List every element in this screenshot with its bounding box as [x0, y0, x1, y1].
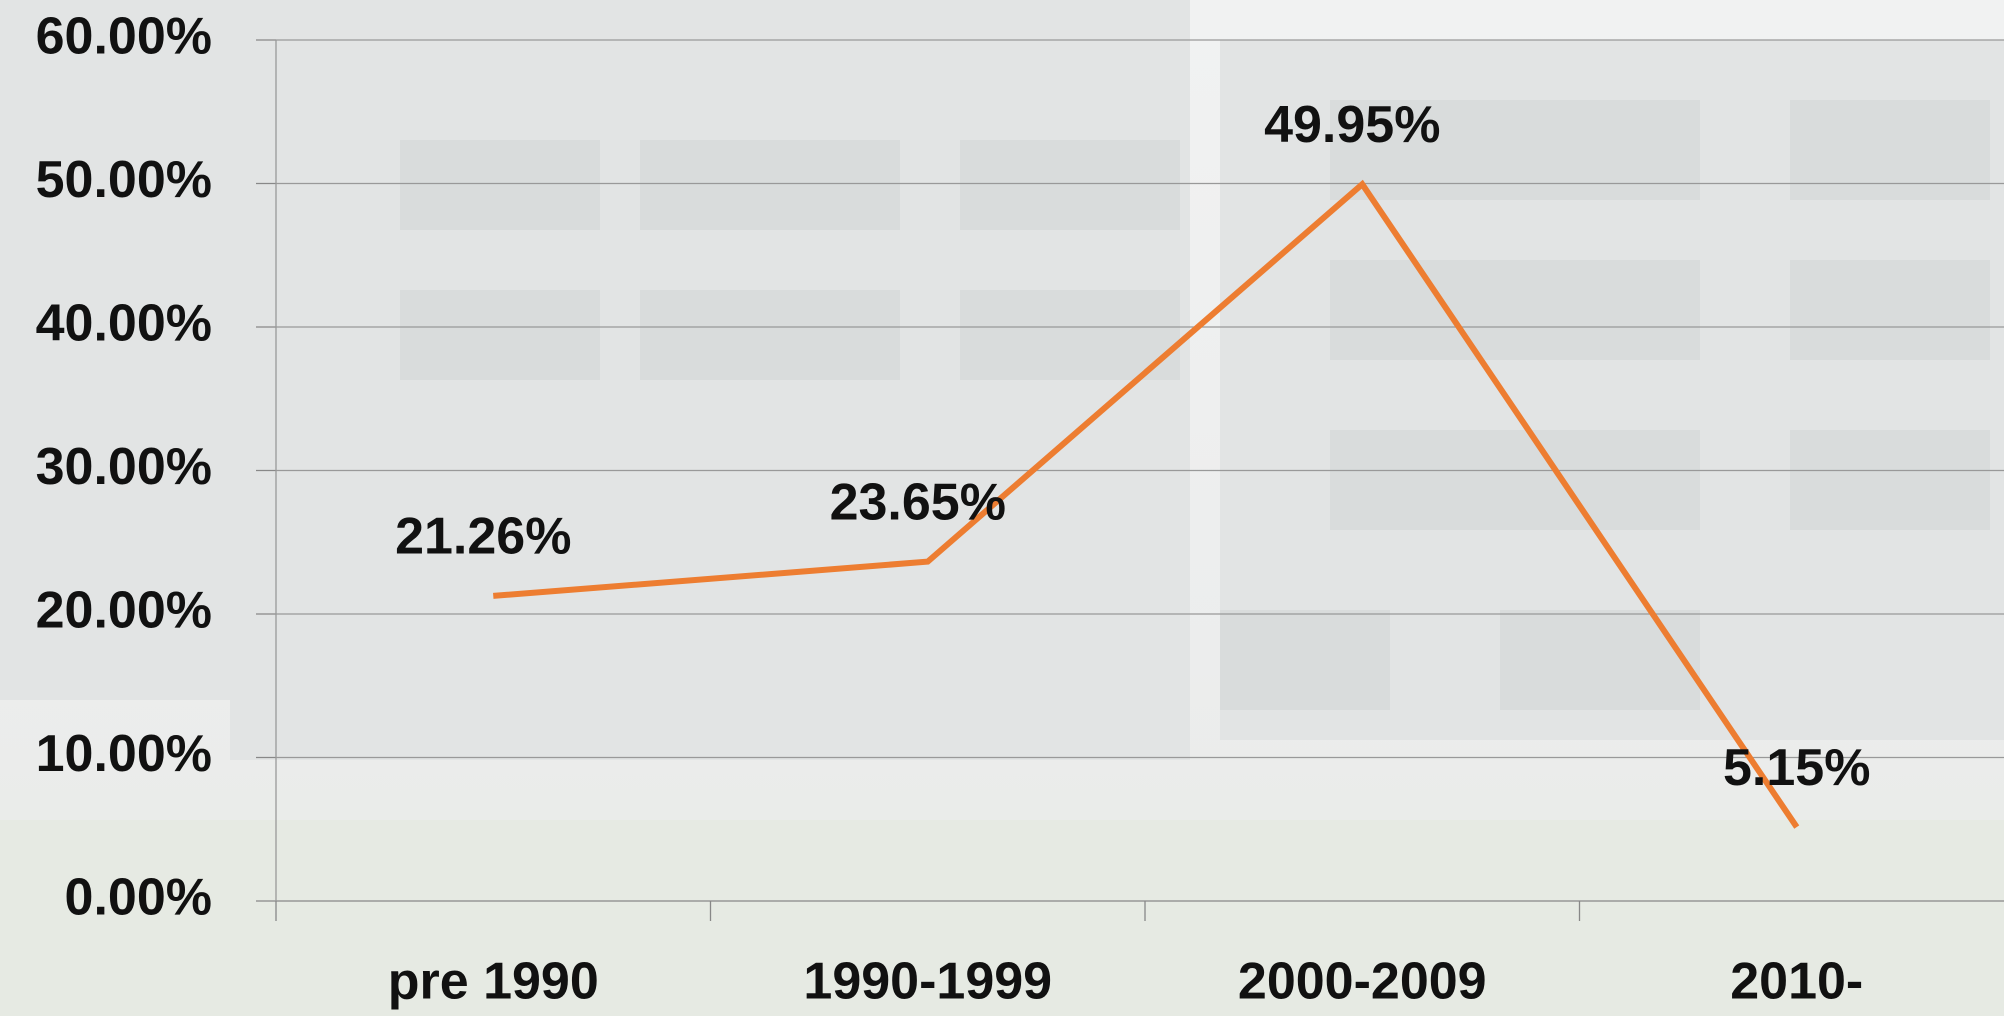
x-tick-label: 2010-	[1730, 953, 1863, 1011]
y-tick-label: 60.00%	[36, 8, 212, 66]
background-ground	[0, 820, 2004, 1016]
line	[493, 179, 1800, 829]
x-tick-label: 1990-1999	[803, 953, 1052, 1011]
x-tick-label: 2000-2009	[1238, 953, 1487, 1011]
y-tick-label: 50.00%	[36, 151, 212, 209]
data-label: 5.15%	[1723, 739, 1870, 797]
data-label: 23.65%	[830, 473, 1006, 531]
y-tick-label: 0.00%	[65, 869, 212, 927]
y-tick-label: 10.00%	[36, 725, 212, 783]
y-tick-label: 20.00%	[36, 582, 212, 640]
data-label: 49.95%	[1264, 96, 1440, 154]
data-label: 21.26%	[395, 508, 571, 566]
x-tick-label: pre 1990	[388, 953, 599, 1011]
y-tick-label: 30.00%	[36, 438, 212, 496]
y-tick-label: 40.00%	[36, 295, 212, 353]
